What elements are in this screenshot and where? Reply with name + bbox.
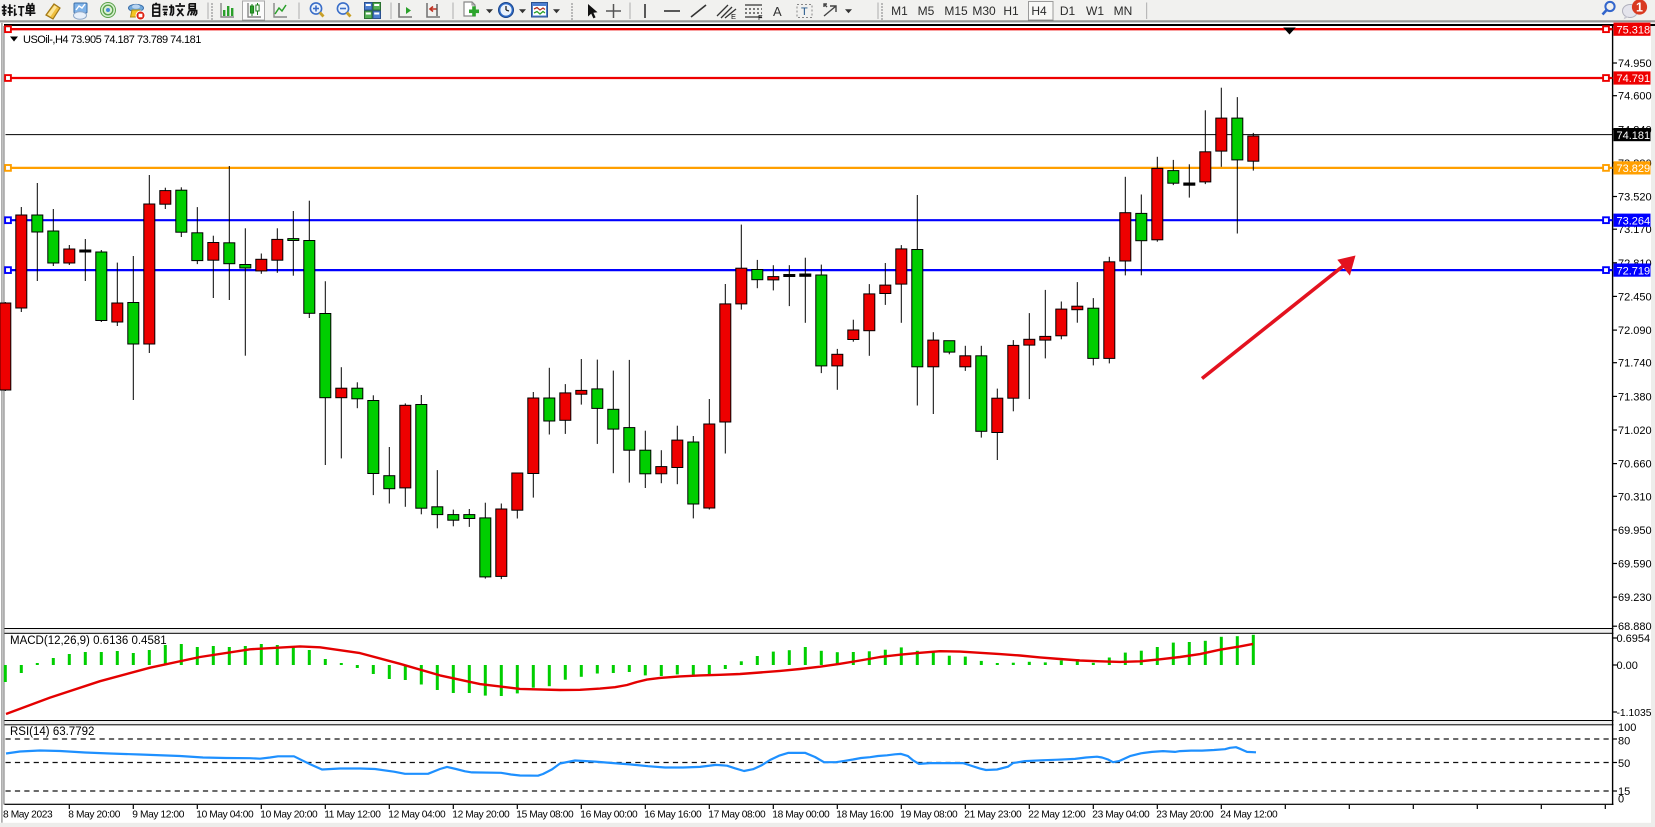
svg-text:73.170: 73.170 xyxy=(1618,224,1652,236)
svg-text:69.230: 69.230 xyxy=(1618,592,1652,604)
svg-text:M1: M1 xyxy=(891,4,908,18)
svg-text:11 May 12:00: 11 May 12:00 xyxy=(324,810,381,821)
svg-text:USOil-,H4 73.905 74.187 73.78: USOil-,H4 73.905 74.187 73.789 74.181 xyxy=(23,34,201,46)
svg-text:71.380: 71.380 xyxy=(1618,391,1652,403)
svg-text:18 May 00:00: 18 May 00:00 xyxy=(772,810,830,821)
svg-text:H1: H1 xyxy=(1003,4,1019,18)
svg-text:12 May 20:00: 12 May 20:00 xyxy=(452,810,510,821)
svg-text:71.020: 71.020 xyxy=(1618,425,1652,437)
svg-text:71.740: 71.740 xyxy=(1618,358,1652,370)
svg-text:74.950: 74.950 xyxy=(1618,58,1652,70)
svg-text:MACD(12,26,9) 0.6136 0.4581: MACD(12,26,9) 0.6136 0.4581 xyxy=(10,635,167,647)
svg-text:12 May 04:00: 12 May 04:00 xyxy=(388,810,446,821)
svg-text:H4: H4 xyxy=(1031,4,1047,18)
svg-text:0: 0 xyxy=(1618,793,1624,805)
svg-text:23 May 04:00: 23 May 04:00 xyxy=(1092,810,1150,821)
svg-text:M30: M30 xyxy=(972,4,996,18)
svg-text:21 May 23:00: 21 May 23:00 xyxy=(964,810,1022,821)
svg-text:17 May 08:00: 17 May 08:00 xyxy=(708,810,766,821)
svg-text:18 May 16:00: 18 May 16:00 xyxy=(836,810,894,821)
svg-text:50: 50 xyxy=(1618,758,1630,770)
svg-text:M15: M15 xyxy=(944,4,968,18)
svg-text:F: F xyxy=(758,13,763,22)
svg-text:T: T xyxy=(801,6,808,18)
svg-text:73.264: 73.264 xyxy=(1617,215,1651,227)
svg-text:-1.1035: -1.1035 xyxy=(1617,708,1652,719)
svg-text:9 May 12:00: 9 May 12:00 xyxy=(132,810,184,821)
svg-text:23 May 20:00: 23 May 20:00 xyxy=(1156,810,1214,821)
svg-text:100: 100 xyxy=(1618,722,1636,734)
svg-text:0.6954: 0.6954 xyxy=(1617,633,1651,645)
svg-text:70.660: 70.660 xyxy=(1618,459,1652,471)
svg-text:72.450: 72.450 xyxy=(1618,291,1652,303)
svg-text:W1: W1 xyxy=(1086,4,1104,18)
svg-text:8 May 20:00: 8 May 20:00 xyxy=(68,810,120,821)
svg-text:RSI(14) 63.7792: RSI(14) 63.7792 xyxy=(10,726,94,738)
svg-text:D1: D1 xyxy=(1060,4,1076,18)
svg-text:73.829: 73.829 xyxy=(1617,163,1651,175)
svg-text:74.181: 74.181 xyxy=(1617,130,1651,142)
svg-text:74.791: 74.791 xyxy=(1617,73,1651,85)
svg-text:69.590: 69.590 xyxy=(1618,559,1652,571)
svg-text:24 May 12:00: 24 May 12:00 xyxy=(1220,810,1278,821)
svg-text:75.318: 75.318 xyxy=(1617,24,1651,36)
svg-text:A: A xyxy=(773,4,782,19)
svg-text:16 May 16:00: 16 May 16:00 xyxy=(644,810,702,821)
svg-text:80: 80 xyxy=(1618,735,1630,747)
svg-text:15: 15 xyxy=(1618,786,1630,798)
svg-text:15 May 08:00: 15 May 08:00 xyxy=(516,810,574,821)
svg-text:22 May 12:00: 22 May 12:00 xyxy=(1028,810,1086,821)
svg-text:E: E xyxy=(731,12,736,21)
svg-text:M5: M5 xyxy=(918,4,935,18)
svg-text:8 May 2023: 8 May 2023 xyxy=(3,810,53,821)
svg-text:68.880: 68.880 xyxy=(1618,621,1652,633)
svg-text:69.950: 69.950 xyxy=(1618,525,1652,537)
svg-text:74.600: 74.600 xyxy=(1618,91,1652,103)
svg-text:70.310: 70.310 xyxy=(1618,491,1652,503)
svg-text:72.719: 72.719 xyxy=(1617,265,1651,277)
svg-text:72.090: 72.090 xyxy=(1618,325,1652,337)
svg-text:73.520: 73.520 xyxy=(1618,192,1652,204)
svg-text:1: 1 xyxy=(1636,1,1643,15)
svg-text:16 May 00:00: 16 May 00:00 xyxy=(580,810,638,821)
svg-text:MN: MN xyxy=(1114,4,1133,18)
svg-text:0.00: 0.00 xyxy=(1617,660,1638,672)
svg-text:19 May 08:00: 19 May 08:00 xyxy=(900,810,958,821)
svg-text:10 May 20:00: 10 May 20:00 xyxy=(260,810,318,821)
svg-text:10 May 04:00: 10 May 04:00 xyxy=(196,810,254,821)
